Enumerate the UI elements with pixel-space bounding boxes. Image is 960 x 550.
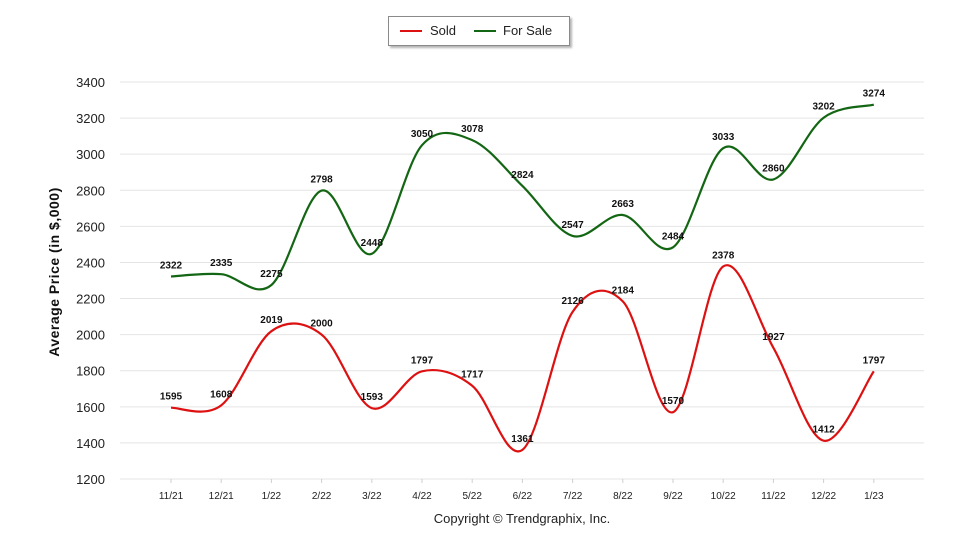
x-tick-label: 5/22 [462, 491, 482, 502]
x-tick-label: 3/22 [362, 491, 382, 502]
data-label: 2126 [561, 296, 584, 307]
data-label: 2335 [210, 258, 233, 269]
y-axis-ticks: 1200 1400 1600 1800 2000 2200 2400 2600 2800 3000… [76, 75, 105, 487]
x-tick-label: 1/22 [262, 491, 282, 502]
x-tick-label: 7/22 [563, 491, 583, 502]
x-tick-label: 11/21 [159, 491, 184, 502]
data-label: 2378 [712, 250, 735, 261]
legend-label-sold: Sold [430, 23, 457, 38]
x-tick-label: 4/22 [412, 491, 432, 502]
x-tick-label: 10/22 [711, 491, 736, 502]
x-tick-label: 12/22 [811, 491, 836, 502]
data-label: 2824 [511, 170, 534, 181]
data-label: 1361 [511, 434, 534, 445]
data-label: 2663 [612, 199, 635, 210]
data-label: 2184 [612, 285, 635, 296]
x-tick-label: 9/22 [663, 491, 683, 502]
series-lines [170, 103, 875, 453]
data-label: 3202 [812, 102, 835, 113]
legend-swatch-for-sale [474, 30, 496, 32]
data-label: 1412 [812, 425, 835, 436]
grid-lines [120, 81, 924, 480]
y-tick-label: 2000 [76, 328, 105, 343]
data-label: 1593 [361, 392, 384, 403]
x-tick-label: 1/23 [864, 491, 884, 502]
series-line-for-sale [170, 103, 875, 291]
data-label: 2860 [762, 163, 785, 174]
data-label: 2448 [361, 238, 384, 249]
y-tick-label: 2200 [76, 292, 105, 307]
data-label: 1797 [863, 355, 886, 366]
legend-swatch-sold [400, 30, 422, 32]
legend: Sold For Sale [388, 16, 570, 46]
y-tick-label: 2400 [76, 255, 105, 270]
data-label: 2547 [561, 220, 584, 231]
data-label: 1927 [762, 332, 785, 343]
data-label: 2322 [160, 261, 183, 272]
y-tick-label: 3200 [76, 111, 105, 126]
x-axis-ticks: 11/21 12/21 1/22 2/22 3/22 4/22 5/22 6/22 7/22 8/… [159, 479, 884, 502]
data-label: 1595 [160, 392, 183, 403]
x-tick-label: 2/22 [312, 491, 332, 502]
data-label: 3033 [712, 132, 735, 143]
x-tick-label: 8/22 [613, 491, 633, 502]
y-tick-label: 1200 [76, 472, 105, 487]
data-label: 2484 [662, 231, 685, 242]
y-tick-label: 1400 [76, 436, 105, 451]
y-tick-label: 1600 [76, 400, 105, 415]
data-label: 3274 [863, 89, 886, 100]
data-label: 2019 [260, 315, 283, 326]
data-label: 1797 [411, 355, 434, 366]
x-tick-label: 12/21 [209, 491, 234, 502]
series-line-sold [170, 264, 875, 453]
x-tick-label: 6/22 [513, 491, 533, 502]
copyright-text: Copyright © Trendgraphix, Inc. [433, 511, 611, 526]
data-label: 2275 [260, 269, 283, 280]
data-label: 1570 [662, 396, 685, 407]
data-label: 2000 [310, 319, 333, 330]
y-tick-label: 3400 [76, 75, 105, 90]
data-label: 2798 [310, 175, 333, 186]
data-label: 1608 [210, 389, 233, 400]
data-labels: 1595 1608 2019 2000 1593 1797 1717 1361 2126 2184… [160, 89, 885, 445]
data-label: 1717 [461, 370, 484, 381]
x-tick-label: 11/22 [761, 491, 786, 502]
y-tick-label: 2800 [76, 183, 105, 198]
legend-label-for-sale: For Sale [503, 23, 553, 38]
y-tick-label: 2600 [76, 219, 105, 234]
data-label: 3050 [411, 129, 434, 140]
y-axis-label: Average Price (in $,000) [46, 187, 62, 357]
data-label: 3078 [461, 124, 484, 135]
y-tick-label: 1800 [76, 364, 105, 379]
y-tick-label: 3000 [76, 147, 105, 162]
